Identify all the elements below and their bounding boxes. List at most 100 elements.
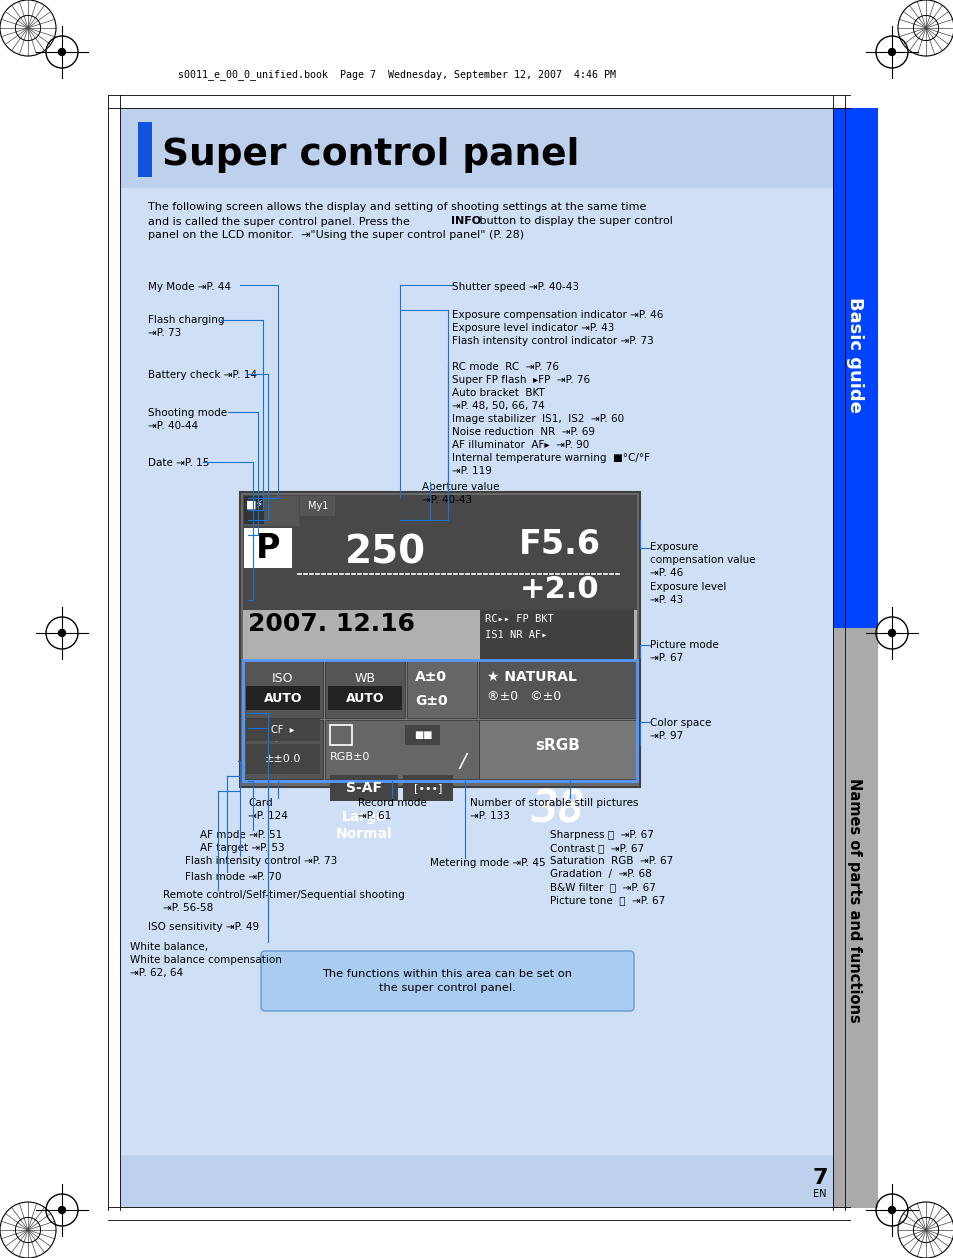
Text: RC▸▸ FP BKT: RC▸▸ FP BKT <box>484 614 553 624</box>
Text: 38: 38 <box>531 789 584 832</box>
Bar <box>243 660 323 718</box>
Text: RGB±0: RGB±0 <box>330 752 370 762</box>
Bar <box>244 496 298 526</box>
Text: Flash charging
⇥P. 73: Flash charging ⇥P. 73 <box>148 314 224 338</box>
Bar <box>243 494 637 610</box>
Bar <box>832 108 877 628</box>
Text: Gradation  /  ⇥P. 68: Gradation / ⇥P. 68 <box>550 869 651 879</box>
Text: S-AF: S-AF <box>346 781 381 795</box>
Text: Saturation  RGB  ⇥P. 67: Saturation RGB ⇥P. 67 <box>550 855 673 866</box>
Text: AUTO: AUTO <box>345 692 384 704</box>
Circle shape <box>887 629 895 637</box>
Text: AF illuminator  AF▸  ⇥P. 90: AF illuminator AF▸ ⇥P. 90 <box>452 440 589 450</box>
Text: INFO: INFO <box>451 216 480 226</box>
Text: /: / <box>458 752 465 771</box>
Text: Number of storable still pictures
⇥P. 133: Number of storable still pictures ⇥P. 13… <box>470 798 638 821</box>
Bar <box>120 108 832 1208</box>
Circle shape <box>887 1206 895 1214</box>
Bar <box>246 686 319 710</box>
Text: AUTO: AUTO <box>263 692 302 704</box>
Circle shape <box>58 1206 66 1214</box>
Text: WB: WB <box>355 672 375 686</box>
Text: [•••]: [•••] <box>414 782 442 793</box>
Text: +2.0: +2.0 <box>519 575 599 604</box>
Bar <box>832 628 877 1208</box>
Text: Flash mode ⇥P. 70: Flash mode ⇥P. 70 <box>185 872 281 882</box>
Text: My Mode ⇥P. 44: My Mode ⇥P. 44 <box>148 282 231 292</box>
Text: White balance,
White balance compensation
⇥P. 62, 64: White balance, White balance compensatio… <box>130 942 281 979</box>
Text: A±0: A±0 <box>415 671 447 684</box>
Text: ISO sensitivity ⇥P. 49: ISO sensitivity ⇥P. 49 <box>148 922 259 932</box>
Text: Aperture value
⇥P. 40-43: Aperture value ⇥P. 40-43 <box>421 482 499 506</box>
Text: Noise reduction  NR  ⇥P. 69: Noise reduction NR ⇥P. 69 <box>452 426 595 437</box>
Text: button to display the super control: button to display the super control <box>476 216 672 226</box>
Text: sRGB: sRGB <box>535 737 579 752</box>
Text: P: P <box>255 531 280 565</box>
Text: Record mode
⇥P. 61: Record mode ⇥P. 61 <box>357 798 426 821</box>
Text: Internal temperature warning  ■°C/°F: Internal temperature warning ■°C/°F <box>452 453 649 463</box>
Text: ±±0.0: ±±0.0 <box>265 754 301 764</box>
Text: ■■: ■■ <box>414 730 432 740</box>
Bar <box>299 496 335 516</box>
Text: Exposure compensation indicator ⇥P. 46: Exposure compensation indicator ⇥P. 46 <box>452 309 662 320</box>
Circle shape <box>58 629 66 637</box>
Text: Normal: Normal <box>335 827 392 842</box>
Text: ⚡: ⚡ <box>274 723 292 747</box>
Text: ⇥P. 48, 50, 66, 74: ⇥P. 48, 50, 66, 74 <box>452 401 544 411</box>
Text: IS1 NR AF▸: IS1 NR AF▸ <box>484 630 547 640</box>
Bar <box>407 660 476 718</box>
Bar <box>330 775 397 801</box>
Text: Exposure level indicator ⇥P. 43: Exposure level indicator ⇥P. 43 <box>452 323 614 333</box>
Text: CF  ▸: CF ▸ <box>271 725 294 735</box>
Text: Auto bracket  BKT: Auto bracket BKT <box>452 387 544 398</box>
Bar <box>243 660 637 781</box>
Text: s0011_e_00_0_unified.book  Page 7  Wednesday, September 12, 2007  4:46 PM: s0011_e_00_0_unified.book Page 7 Wednesd… <box>178 69 616 81</box>
Text: Card
⇥P. 124: Card ⇥P. 124 <box>248 798 288 821</box>
Text: ®±0   ©±0: ®±0 ©±0 <box>486 689 560 703</box>
Text: Contrast ⓒ  ⇥P. 67: Contrast ⓒ ⇥P. 67 <box>550 843 643 853</box>
Bar <box>478 660 637 718</box>
Text: My1: My1 <box>308 501 328 511</box>
Bar <box>246 743 319 774</box>
Text: Picture mode
⇥P. 67: Picture mode ⇥P. 67 <box>649 640 718 663</box>
Text: Names of parts and functions: Names of parts and functions <box>846 777 862 1023</box>
Text: RC mode  RC  ⇥P. 76: RC mode RC ⇥P. 76 <box>452 362 558 372</box>
Bar <box>240 492 639 788</box>
Bar <box>479 610 634 660</box>
Bar <box>325 720 478 779</box>
Text: Basic guide: Basic guide <box>845 297 863 413</box>
Text: F5.6: F5.6 <box>518 527 600 561</box>
Text: AF mode ⇥P. 51
AF target ⇥P. 53: AF mode ⇥P. 51 AF target ⇥P. 53 <box>200 830 284 853</box>
Text: Super control panel: Super control panel <box>162 137 578 174</box>
Bar <box>138 122 152 177</box>
Text: Date ⇥P. 15: Date ⇥P. 15 <box>148 458 209 468</box>
Circle shape <box>887 49 895 55</box>
Text: ISO: ISO <box>272 672 294 686</box>
Text: 2007. 12.16: 2007. 12.16 <box>248 611 415 637</box>
Text: Metering mode ⇥P. 45: Metering mode ⇥P. 45 <box>430 858 545 868</box>
Text: The functions within this area can be set on
the super control panel.: The functions within this area can be se… <box>322 969 572 993</box>
Text: Flash intensity control ⇥P. 73: Flash intensity control ⇥P. 73 <box>185 855 337 866</box>
Bar <box>243 660 637 781</box>
Text: 250: 250 <box>344 533 425 571</box>
Bar <box>328 686 401 710</box>
Text: Sharpness Ⓢ  ⇥P. 67: Sharpness Ⓢ ⇥P. 67 <box>550 830 653 840</box>
Text: Image stabilizer  IS1,  IS2  ⇥P. 60: Image stabilizer IS1, IS2 ⇥P. 60 <box>452 414 623 424</box>
Bar <box>246 720 319 741</box>
Text: panel on the LCD monitor.  ⇥"Using the super control panel" (P. 28): panel on the LCD monitor. ⇥"Using the su… <box>148 230 523 240</box>
Bar <box>120 1155 832 1206</box>
Text: 7: 7 <box>811 1167 827 1188</box>
Circle shape <box>58 49 66 55</box>
Text: Large: Large <box>341 810 386 824</box>
Text: ■⚡: ■⚡ <box>246 499 264 509</box>
Bar <box>244 528 292 569</box>
Text: Shooting mode
⇥P. 40-44: Shooting mode ⇥P. 40-44 <box>148 408 227 431</box>
Text: Picture tone  Ⓣ  ⇥P. 67: Picture tone Ⓣ ⇥P. 67 <box>550 894 664 905</box>
Text: Color space
⇥P. 97: Color space ⇥P. 97 <box>649 718 711 741</box>
Bar <box>405 725 439 745</box>
Text: ★ NATURAL: ★ NATURAL <box>486 671 577 684</box>
FancyBboxPatch shape <box>261 951 634 1011</box>
Text: Super FP flash  ▸FP  ⇥P. 76: Super FP flash ▸FP ⇥P. 76 <box>452 375 590 385</box>
Text: B&W filter  ⓕ  ⇥P. 67: B&W filter ⓕ ⇥P. 67 <box>550 882 655 892</box>
Text: Remote control/Self-timer/Sequential shooting
⇥P. 56-58: Remote control/Self-timer/Sequential sho… <box>163 889 404 913</box>
